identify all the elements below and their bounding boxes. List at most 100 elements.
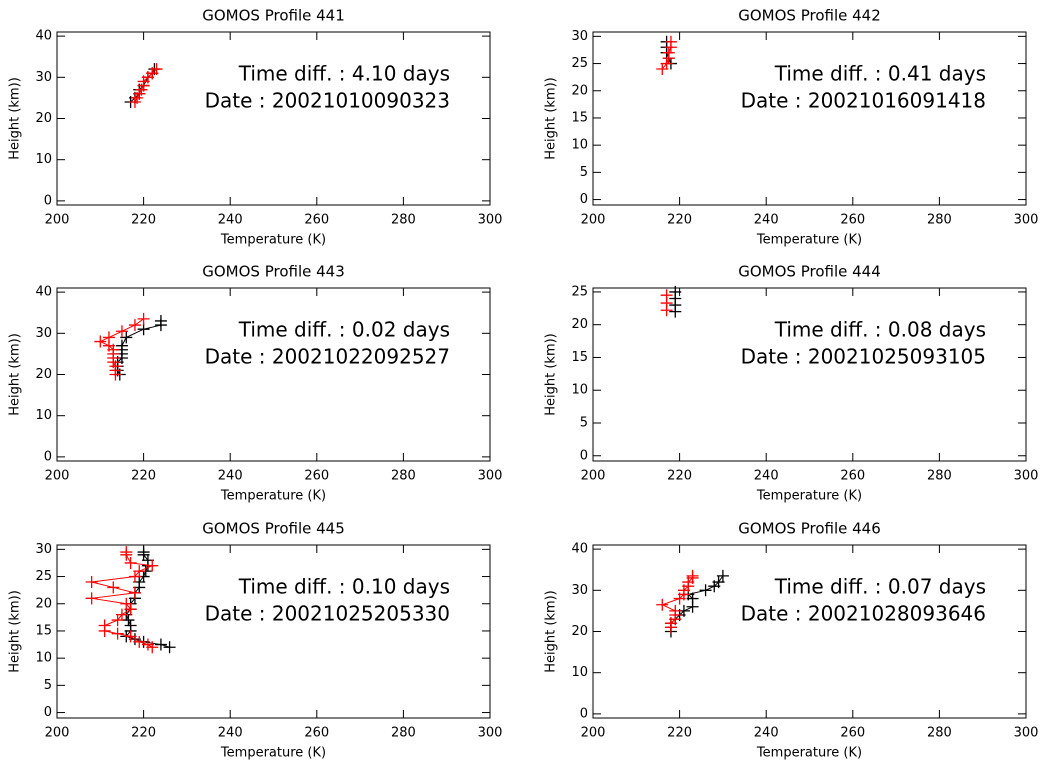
- y-tick-label: 5: [580, 165, 588, 180]
- y-tick-label: 25: [571, 56, 588, 71]
- y-tick-label: 30: [571, 29, 588, 44]
- plus-marker: [163, 641, 176, 654]
- y-tick-label: 15: [35, 623, 52, 638]
- annotation: Date : 20021022092527: [205, 345, 450, 369]
- plus-marker: [128, 586, 141, 599]
- x-axis-label: Temperature (K): [756, 489, 862, 504]
- x-tick-label: 300: [1014, 213, 1039, 228]
- annotation: Time diff. : 4.10 days: [238, 62, 450, 86]
- y-axis-label: Height (km)): [544, 333, 559, 416]
- plus-marker: [146, 559, 159, 572]
- x-tick-label: 220: [131, 469, 156, 484]
- plus-marker: [146, 641, 159, 654]
- y-tick-label: 20: [571, 83, 588, 98]
- y-tick-label: 30: [35, 542, 52, 557]
- plus-marker: [656, 598, 669, 611]
- plus-marker: [660, 304, 673, 317]
- y-tick-label: 15: [571, 350, 588, 365]
- plus-marker: [98, 624, 111, 637]
- y-axis-label: Height (km)): [8, 77, 23, 160]
- x-tick-label: 280: [927, 726, 952, 741]
- plus-marker: [662, 46, 675, 59]
- y-tick-label: 0: [580, 192, 588, 207]
- y-tick-label: 20: [571, 317, 588, 332]
- y-tick-label: 25: [571, 284, 588, 299]
- plus-marker: [669, 604, 682, 617]
- plus-marker: [124, 556, 137, 569]
- chart-title: GOMOS Profile 441: [202, 7, 345, 25]
- x-axis-label: Temperature (K): [220, 489, 326, 504]
- x-tick-label: 240: [754, 469, 779, 484]
- plus-marker: [669, 305, 682, 318]
- plus-marker: [137, 312, 150, 325]
- plus-marker: [664, 35, 677, 48]
- x-tick-label: 220: [667, 726, 692, 741]
- annotation: Time diff. : 0.02 days: [238, 318, 450, 342]
- plus-marker: [111, 614, 124, 627]
- x-tick-label: 300: [478, 469, 503, 484]
- plus-marker: [94, 335, 107, 348]
- x-axis-label: Temperature (K): [220, 746, 326, 760]
- plus-marker: [128, 319, 141, 332]
- y-tick-label: 30: [35, 326, 52, 341]
- x-tick-label: 200: [581, 469, 606, 484]
- x-tick-label: 240: [754, 213, 779, 228]
- plot-frame: [56, 544, 491, 719]
- chart-title: GOMOS Profile 446: [738, 520, 881, 538]
- profile-line: [670, 575, 724, 632]
- y-tick-label: 0: [44, 193, 52, 208]
- x-tick-label: 260: [840, 213, 865, 228]
- x-tick-label: 220: [667, 469, 692, 484]
- x-tick-label: 280: [391, 213, 416, 228]
- annotation: Date : 20021028093646: [741, 602, 986, 626]
- plus-marker: [111, 627, 124, 640]
- y-tick-label: 5: [580, 415, 588, 430]
- plus-marker: [120, 331, 133, 344]
- plus-marker: [137, 323, 150, 336]
- plus-marker: [716, 569, 729, 582]
- y-tick-label: 40: [35, 29, 52, 44]
- annotation: Time diff. : 0.07 days: [774, 575, 986, 599]
- plus-marker: [120, 548, 133, 561]
- plus-marker: [150, 63, 163, 76]
- y-tick-label: 10: [571, 665, 588, 680]
- x-tick-label: 220: [667, 213, 692, 228]
- plus-marker: [154, 638, 167, 651]
- y-tick-label: 10: [35, 651, 52, 666]
- y-tick-label: 10: [571, 383, 588, 398]
- x-tick-label: 220: [131, 213, 156, 228]
- y-tick-label: 30: [571, 583, 588, 598]
- chart-title: GOMOS Profile 444: [738, 263, 881, 281]
- y-axis-label: Height (km)): [8, 590, 23, 673]
- x-tick-label: 260: [840, 469, 865, 484]
- x-tick-label: 240: [218, 469, 243, 484]
- plus-marker: [660, 57, 673, 70]
- y-tick-label: 5: [44, 678, 52, 693]
- y-tick-label: 0: [44, 449, 52, 464]
- plus-marker: [107, 581, 120, 594]
- y-tick-label: 10: [35, 408, 52, 423]
- chart-title: GOMOS Profile 442: [738, 7, 881, 25]
- x-tick-label: 300: [1014, 469, 1039, 484]
- plus-marker: [686, 569, 699, 582]
- y-tick-label: 20: [35, 596, 52, 611]
- plus-marker: [124, 603, 137, 616]
- chart-title: GOMOS Profile 443: [202, 263, 345, 281]
- x-tick-label: 220: [131, 726, 156, 741]
- y-tick-label: 10: [35, 152, 52, 167]
- y-tick-label: 25: [35, 569, 52, 584]
- x-tick-label: 240: [218, 726, 243, 741]
- plus-marker: [85, 575, 98, 588]
- annotation: Time diff. : 0.08 days: [774, 318, 986, 342]
- plus-marker: [122, 614, 135, 627]
- x-tick-label: 280: [927, 213, 952, 228]
- x-tick-label: 300: [1014, 726, 1039, 741]
- x-tick-label: 260: [840, 726, 865, 741]
- annotation: Date : 20021016091418: [741, 89, 986, 113]
- annotation: Date : 20021025205330: [205, 602, 450, 626]
- y-axis-label: Height (km)): [8, 333, 23, 416]
- y-tick-label: 15: [571, 110, 588, 125]
- x-axis-label: Temperature (K): [756, 233, 862, 248]
